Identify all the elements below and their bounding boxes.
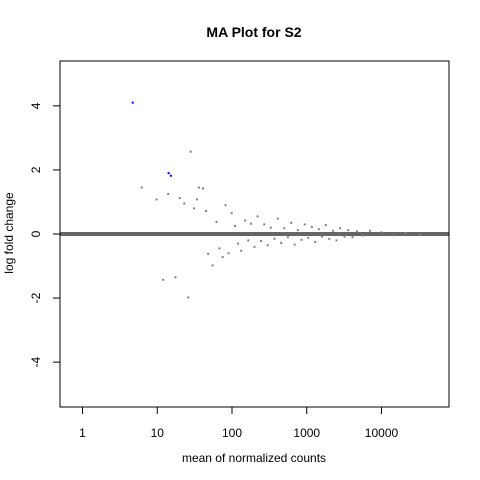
y-tick-label: 0 xyxy=(29,230,43,237)
data-point xyxy=(324,224,327,227)
x-tick-label: 100 xyxy=(222,426,242,440)
data-point xyxy=(215,220,218,223)
significant-point xyxy=(131,101,134,104)
data-point xyxy=(286,236,289,239)
data-point xyxy=(240,249,243,252)
data-point xyxy=(230,212,233,215)
y-tick-label: 2 xyxy=(29,166,43,173)
x-axis: 1 10 100 1000 10000 xyxy=(79,406,399,440)
data-point xyxy=(280,241,283,244)
data-point xyxy=(361,234,364,237)
data-point xyxy=(263,223,266,226)
data-point xyxy=(314,241,317,244)
data-point xyxy=(266,244,269,247)
x-axis-label: mean of normalized counts xyxy=(182,451,326,465)
data-point xyxy=(380,231,383,234)
data-point xyxy=(321,235,324,238)
x-tick-label: 10 xyxy=(151,426,165,440)
data-point xyxy=(207,252,210,255)
data-point xyxy=(328,237,331,240)
data-point xyxy=(290,221,293,224)
data-point xyxy=(276,217,279,220)
data-point xyxy=(310,225,313,228)
data-point xyxy=(189,150,192,153)
significant-point xyxy=(167,172,170,175)
data-point xyxy=(178,197,181,200)
data-point xyxy=(244,219,247,222)
y-tick-label: 4 xyxy=(29,102,43,109)
chart-title: MA Plot for S2 xyxy=(206,24,301,40)
data-point xyxy=(351,236,354,239)
data-point xyxy=(247,239,250,242)
y-tick-label: -2 xyxy=(29,292,43,303)
data-point xyxy=(404,232,407,235)
data-point xyxy=(140,186,143,189)
data-point xyxy=(202,187,205,190)
x-tick-label: 1000 xyxy=(293,426,320,440)
x-tick-label: 1 xyxy=(79,426,86,440)
data-point xyxy=(218,247,221,250)
significant-point xyxy=(169,174,172,177)
data-point xyxy=(283,227,286,230)
data-point xyxy=(205,209,208,212)
data-point xyxy=(227,252,230,255)
data-point xyxy=(355,230,358,233)
data-point xyxy=(183,202,186,205)
y-axis-label: log fold change xyxy=(2,192,16,274)
data-point xyxy=(250,222,253,225)
data-point xyxy=(273,237,276,240)
data-point xyxy=(391,234,394,237)
data-point xyxy=(339,227,342,230)
data-point xyxy=(269,226,272,229)
data-point xyxy=(167,192,170,195)
data-point xyxy=(236,242,239,245)
data-point xyxy=(303,223,306,226)
data-point xyxy=(192,207,195,210)
data-point xyxy=(195,198,198,201)
data-point xyxy=(307,236,310,239)
data-point xyxy=(256,215,259,218)
data-point xyxy=(293,243,296,246)
data-point xyxy=(197,186,200,189)
data-point xyxy=(296,229,299,232)
data-point xyxy=(335,239,338,242)
data-point xyxy=(211,264,214,267)
significant-points-layer xyxy=(131,101,172,177)
data-point xyxy=(419,233,422,236)
data-point xyxy=(162,278,165,281)
data-point xyxy=(300,238,303,241)
data-point xyxy=(187,296,190,299)
data-point xyxy=(253,245,256,248)
x-tick-label: 10000 xyxy=(365,426,399,440)
data-point xyxy=(174,276,177,279)
y-axis: -4 -2 0 2 4 xyxy=(29,102,61,367)
data-point xyxy=(368,229,371,232)
data-point xyxy=(221,256,224,259)
y-tick-label: -4 xyxy=(29,356,43,367)
data-point xyxy=(234,224,237,227)
data-point xyxy=(155,198,158,201)
points-layer xyxy=(60,150,449,299)
data-point xyxy=(343,235,346,238)
data-point xyxy=(332,229,335,232)
data-point xyxy=(224,204,227,207)
data-point xyxy=(347,229,350,232)
data-point xyxy=(317,228,320,231)
data-point xyxy=(260,240,263,243)
